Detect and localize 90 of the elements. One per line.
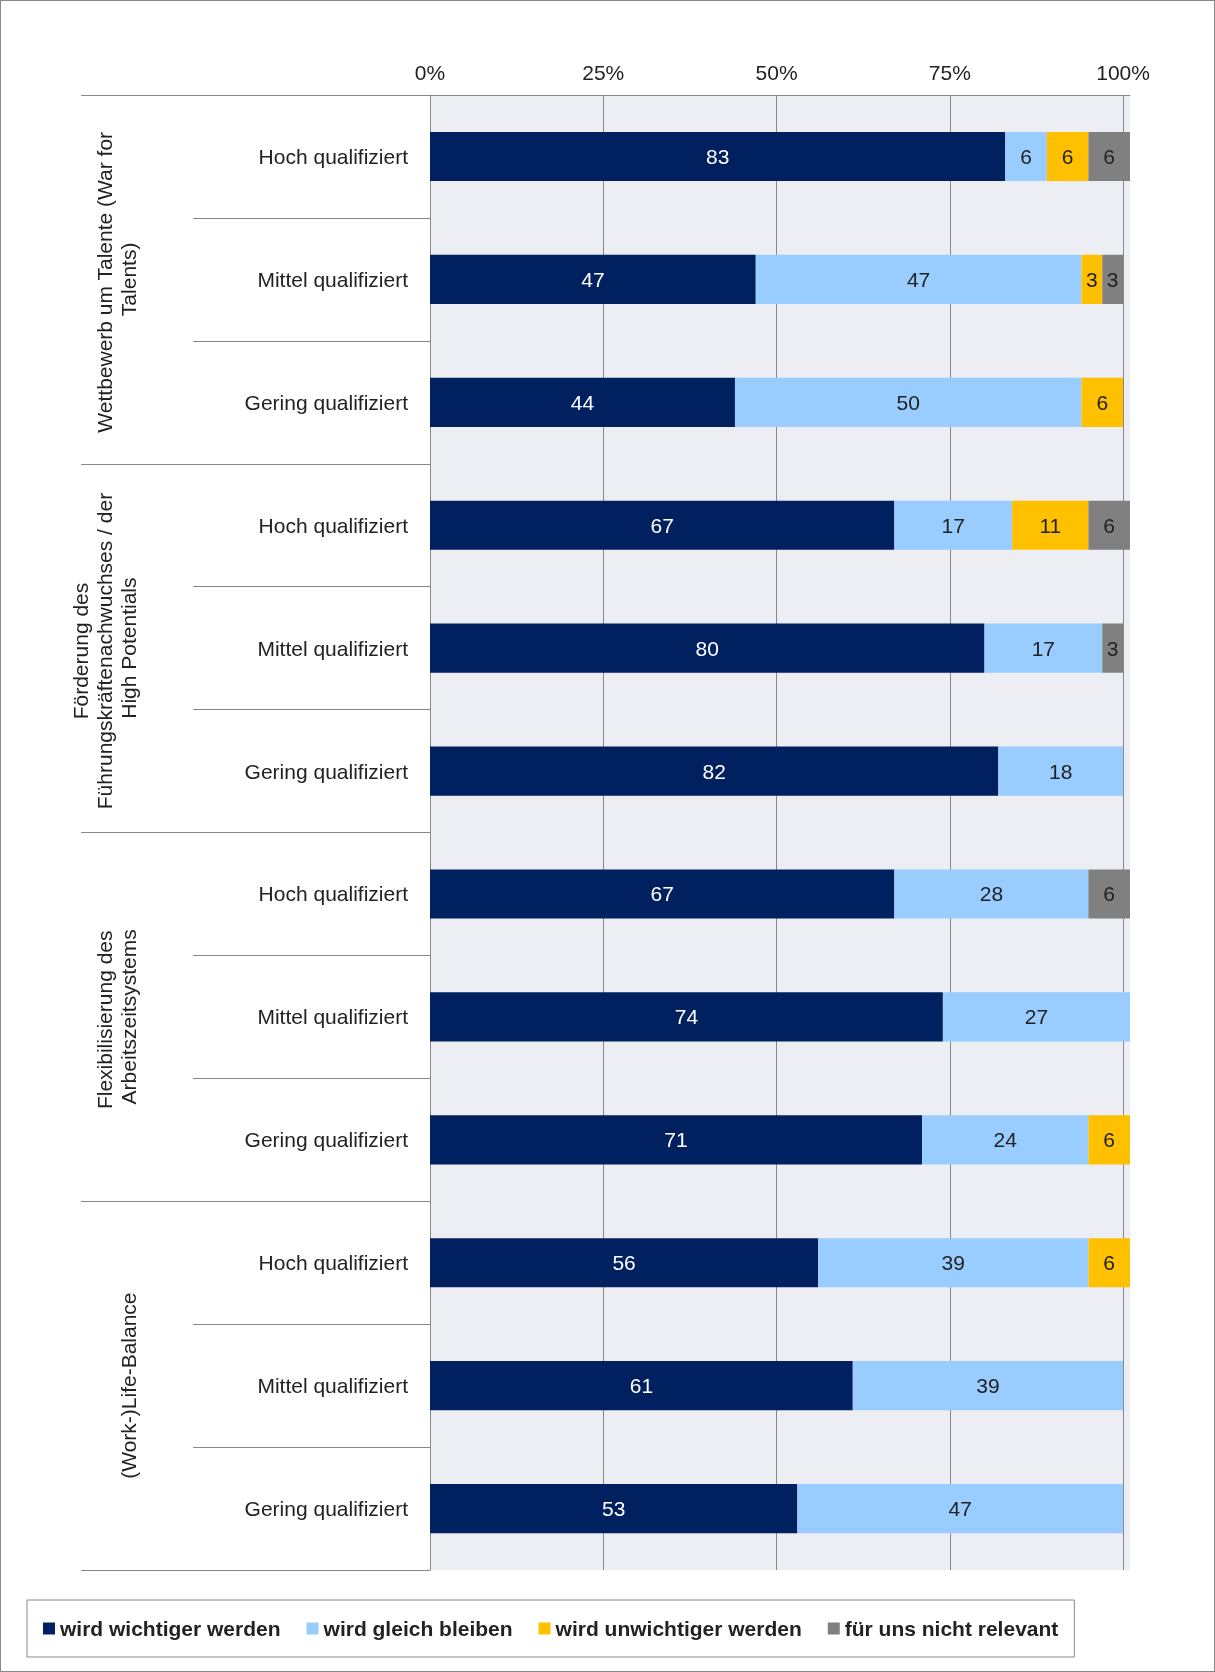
x-tick-label: 50% [755,61,798,84]
bar [755,254,1082,304]
text: Wettbewerb um Talente (War for Talents) [92,126,140,433]
data-label: 50 [896,390,920,414]
y-tick-label: Mittel qualifiziert [257,636,409,660]
bar [430,131,1006,182]
data-label: 67 [650,513,674,537]
bar [430,377,735,427]
bar [430,254,756,304]
data-label: 39 [941,1251,965,1275]
y-tick-label: Gering qualifiziert [244,1128,409,1152]
y-tick-label: Hoch qualifiziert [258,144,409,168]
y-tick-label: Gering qualifiziert [244,390,409,414]
legend-label: für uns nicht relevant [844,1617,1059,1640]
bar [1012,500,1089,550]
data-label: 3 [1106,636,1119,660]
bar [430,1238,819,1288]
data-label: 17 [1031,636,1056,660]
y-tick-label: Gering qualifiziert [244,759,409,783]
legend-label: wird gleich bleiben [322,1617,513,1640]
bar [430,1115,923,1165]
bar [1005,131,1047,182]
bar [1081,254,1103,304]
data-label: 3 [1106,267,1119,291]
data-label: 6 [1103,513,1116,537]
bar [430,992,943,1042]
data-label: 39 [976,1374,1000,1398]
data-label: 61 [629,1374,654,1398]
bar [998,746,1124,796]
bar [430,623,985,673]
data-label: 80 [695,636,719,660]
data-label: 6 [1103,882,1116,906]
data-label: 47 [906,267,931,291]
bar [922,1115,1089,1165]
bar [1046,131,1089,182]
data-label: 53 [601,1497,626,1521]
data-label: 11 [1039,513,1062,537]
data-label: 3 [1086,267,1098,291]
x-tick-label: 100% [1096,61,1150,84]
bar [1081,377,1124,427]
data-label: 71 [664,1128,688,1152]
data-label: 6 [1103,144,1116,168]
data-label: 6 [1061,144,1074,168]
y-tick-label: Hoch qualifiziert [258,513,409,537]
y-tick-label: Hoch qualifiziert [258,882,409,906]
data-label: 47 [581,267,605,291]
bar [1088,1238,1130,1288]
data-label: 74 [674,1005,699,1029]
bar [430,746,999,796]
data-label: 67 [650,882,674,906]
legend-label: wird wichtiger werden [59,1617,281,1640]
data-label: 18 [1049,759,1073,783]
bar [430,869,895,919]
y-tick-label: Gering qualifiziert [244,1497,409,1521]
data-label: 24 [993,1128,1018,1152]
data-label: 6 [1103,1128,1116,1152]
bar [430,1483,798,1534]
text: (Work-)Life-Balance [116,1292,140,1479]
bar [430,500,895,550]
bar [984,623,1103,673]
y-tick-label: Mittel qualifiziert [257,267,409,291]
bar [818,1238,1089,1288]
data-label: 27 [1024,1005,1049,1029]
data-label: 83 [705,144,730,168]
data-label: 47 [948,1497,972,1521]
y-tick-label: Mittel qualifiziert [257,1005,409,1029]
bar [894,869,1089,919]
text: Förderung des Führungskräftenachwuchses / der High Potentials [68,487,140,810]
bar [852,1361,1124,1411]
data-label: 6 [1020,144,1032,168]
bar [734,377,1082,427]
data-label: 56 [612,1251,636,1275]
bar [942,992,1130,1042]
bar [430,1361,853,1411]
data-label: 28 [979,882,1004,906]
legend-label: wird unwichtiger werden [554,1617,802,1640]
data-label: 6 [1096,390,1109,414]
data-label: 17 [941,513,965,537]
text: Flexibilisierung des Arbeitszeitsystems [92,924,140,1110]
x-tick-label: 25% [582,61,625,84]
bar [894,500,1013,550]
bar [797,1483,1124,1534]
data-label: 82 [702,759,726,783]
x-tick-label: 0% [414,61,446,84]
x-tick-label: 75% [928,61,971,84]
data-label: 6 [1103,1251,1116,1275]
y-tick-label: Hoch qualifiziert [258,1251,409,1275]
y-tick-label: Mittel qualifiziert [257,1374,409,1398]
bar [1088,1115,1130,1165]
data-label: 44 [570,390,595,414]
